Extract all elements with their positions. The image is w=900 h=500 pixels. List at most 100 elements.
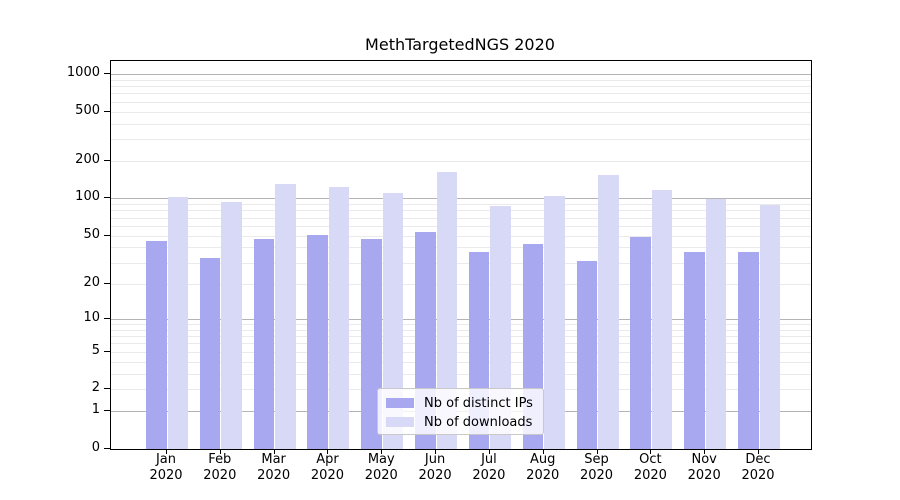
gridline-minor-900 xyxy=(111,79,811,81)
bar-downloads-jun xyxy=(436,172,458,449)
x-tick-label-sep: Sep 2020 xyxy=(579,452,614,483)
legend: Nb of distinct IPs Nb of downloads xyxy=(377,388,544,435)
legend-label-downloads: Nb of downloads xyxy=(424,414,533,430)
x-tick-label-jan: Jan 2020 xyxy=(149,452,183,483)
x-tick-mark-feb xyxy=(219,449,221,454)
x-tick-label-oct: Oct 2020 xyxy=(633,452,667,483)
gridline-minor-60 xyxy=(111,225,811,227)
chart-title: MethTargetedNGS 2020 xyxy=(365,35,555,54)
gridline-minor-50 xyxy=(111,235,811,237)
x-tick-mark-dec xyxy=(758,449,759,454)
bar-distinct-ips-oct xyxy=(630,236,651,449)
gridline-minor-9 xyxy=(111,324,811,325)
gridline-minor-500 xyxy=(111,111,811,113)
bar-downloads-dec xyxy=(759,204,780,449)
y-tick-mark-20 xyxy=(104,282,110,284)
gridline-minor-300 xyxy=(111,139,811,141)
y-tick-label-10: 10 xyxy=(83,309,100,325)
gridline-minor-6 xyxy=(111,343,811,345)
x-tick-mark-oct xyxy=(650,449,652,454)
bar-downloads-aug xyxy=(544,195,565,449)
x-tick-mark-nov xyxy=(704,449,706,454)
y-tick-mark-2 xyxy=(104,388,110,390)
gridline-minor-70 xyxy=(111,217,811,219)
legend-item-downloads: Nb of downloads xyxy=(386,414,533,430)
legend-label-distinct-ips: Nb of distinct IPs xyxy=(424,395,533,411)
x-tick-mark-jul xyxy=(488,449,490,454)
y-tick-mark-100 xyxy=(104,197,110,199)
legend-swatch-downloads xyxy=(386,417,414,427)
y-tick-label-100: 100 xyxy=(75,189,100,205)
y-tick-label-50: 50 xyxy=(83,226,100,242)
x-tick-label-apr: Apr 2020 xyxy=(310,452,344,483)
gridline-minor-200 xyxy=(111,161,811,163)
bar-downloads-sep xyxy=(598,174,619,449)
gridline-minor-4 xyxy=(111,361,811,363)
y-tick-label-200: 200 xyxy=(75,152,100,168)
x-tick-mark-sep xyxy=(596,449,598,454)
bar-distinct-ips-mar xyxy=(253,238,275,449)
x-tick-label-dec: Dec 2020 xyxy=(741,452,775,483)
bar-downloads-apr xyxy=(328,187,350,449)
gridline-minor-30 xyxy=(111,262,811,264)
x-tick-label-jul: Jul 2020 xyxy=(472,452,506,483)
legend-swatch-distinct-ips xyxy=(386,398,414,408)
gridline-minor-90 xyxy=(111,204,811,206)
bar-downloads-nov xyxy=(705,198,727,449)
y-tick-mark-1000 xyxy=(104,72,110,74)
bar-downloads-mar xyxy=(275,183,296,449)
x-tick-mark-aug xyxy=(542,449,544,454)
y-tick-label-5: 5 xyxy=(91,342,100,358)
y-tick-mark-1 xyxy=(104,410,110,412)
gridline-minor-400 xyxy=(111,123,811,125)
gridline-major-10 xyxy=(111,318,811,320)
legend-item-distinct-ips: Nb of distinct IPs xyxy=(386,395,533,411)
gridline-minor-7 xyxy=(111,336,811,338)
y-tick-label-0: 0 xyxy=(91,440,100,455)
x-tick-mark-jan xyxy=(166,449,167,454)
gridline-major-100 xyxy=(111,198,811,200)
x-tick-label-aug: Aug 2020 xyxy=(526,452,560,483)
bar-downloads-feb xyxy=(221,201,242,449)
y-tick-mark-10 xyxy=(104,317,110,319)
x-tick-label-mar: Mar 2020 xyxy=(257,452,291,483)
gridline-major-1000 xyxy=(111,73,811,75)
x-tick-label-feb: Feb 2020 xyxy=(203,452,237,483)
y-tick-label-500: 500 xyxy=(75,102,100,118)
y-tick-mark-200 xyxy=(104,160,110,162)
y-tick-mark-5 xyxy=(104,350,110,352)
gridline-minor-5 xyxy=(111,351,811,353)
y-tick-label-20: 20 xyxy=(83,274,100,290)
bar-downloads-oct xyxy=(651,190,673,449)
x-tick-mark-may xyxy=(381,449,383,454)
x-tick-mark-jun xyxy=(435,449,437,454)
gridline-minor-800 xyxy=(111,86,811,88)
gridline-minor-40 xyxy=(111,247,811,249)
bar-distinct-ips-dec xyxy=(738,251,759,449)
bar-distinct-ips-feb xyxy=(199,257,221,449)
bar-distinct-ips-may xyxy=(361,238,382,449)
bar-distinct-ips-apr xyxy=(307,234,328,449)
y-tick-mark-50 xyxy=(104,234,110,236)
x-tick-mark-apr xyxy=(327,449,329,454)
y-tick-mark-0 xyxy=(104,448,110,449)
y-tick-mark-500 xyxy=(104,110,110,112)
y-tick-label-2: 2 xyxy=(91,380,100,396)
bar-distinct-ips-sep xyxy=(576,260,598,449)
gridline-minor-8 xyxy=(111,329,811,331)
bar-distinct-ips-jan xyxy=(146,241,167,449)
gridline-minor-80 xyxy=(111,210,811,212)
bar-distinct-ips-nov xyxy=(684,251,705,449)
gridline-minor-3 xyxy=(111,373,811,375)
bar-downloads-jan xyxy=(167,197,188,449)
x-tick-mark-mar xyxy=(273,449,275,454)
gridline-minor-20 xyxy=(111,283,811,285)
y-tick-label-1000: 1000 xyxy=(66,64,100,80)
y-tick-label-1: 1 xyxy=(91,402,100,418)
x-tick-label-nov: Nov 2020 xyxy=(687,452,721,483)
gridline-minor-600 xyxy=(111,101,811,103)
x-tick-label-may: May 2020 xyxy=(364,452,398,483)
gridline-minor-700 xyxy=(111,93,811,95)
bar-downloads-may xyxy=(382,192,404,449)
